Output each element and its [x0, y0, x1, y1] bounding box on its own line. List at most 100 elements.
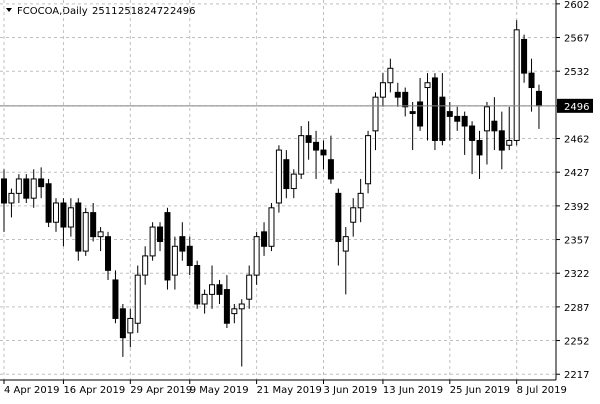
header-value: 2518 [118, 6, 143, 17]
candle-body [223, 289, 230, 324]
candle-body [417, 101, 424, 127]
x-tick-label: 3 Jun 2019 [323, 385, 377, 396]
candle-body [216, 284, 223, 295]
y-tick-label: 2322 [564, 269, 589, 280]
x-tick-label: 8 Jul 2019 [517, 385, 567, 396]
candle-body [238, 303, 245, 310]
candle-body [253, 236, 260, 276]
candle-body [90, 212, 97, 238]
menu-icon[interactable] [6, 8, 12, 12]
x-tick-label: 29 Apr 2019 [130, 385, 192, 396]
candle-body [298, 135, 305, 175]
y-tick-label: 2567 [564, 34, 589, 45]
candle-body [119, 308, 126, 339]
candle-body [261, 231, 268, 247]
candle-body [469, 125, 476, 141]
candle-body [268, 207, 275, 247]
symbol-title: FCOCOA,Daily [17, 6, 88, 17]
candle-body [75, 202, 82, 252]
candle-body [372, 96, 379, 132]
candle-body [105, 236, 112, 271]
x-tick-label: 4 Apr 2019 [4, 385, 59, 396]
candle-body [164, 212, 171, 281]
y-tick-label: 2217 [564, 370, 589, 381]
y-tick-label: 2392 [564, 202, 589, 213]
candle-body [15, 178, 22, 194]
candle-body [67, 207, 74, 228]
candle-body [424, 82, 431, 89]
candle-body [23, 178, 30, 199]
candle-body [171, 245, 178, 276]
candle-body [350, 207, 357, 223]
header-value: 2511 [92, 6, 117, 17]
candle-body [320, 149, 327, 156]
candle-body [461, 115, 468, 127]
candle-body [246, 274, 253, 300]
candle-body [209, 284, 216, 295]
candle-body [8, 192, 15, 204]
candle-body [112, 279, 119, 319]
candle-body [179, 236, 186, 252]
candle-body [283, 159, 290, 190]
y-tick-label: 2427 [564, 168, 589, 179]
candle-body [357, 192, 364, 209]
candle-body [506, 139, 513, 146]
candle-body [194, 265, 201, 305]
candle-body [201, 293, 208, 305]
y-tick-label: 2602 [564, 0, 589, 11]
candle-body [342, 236, 349, 252]
candle-body [476, 139, 483, 156]
x-tick-label: 9 May 2019 [190, 385, 249, 396]
y-tick-label: 2462 [564, 135, 589, 146]
candle-body [394, 91, 401, 98]
candle-body [439, 96, 446, 141]
candle-body [528, 72, 535, 89]
candle-body [483, 106, 490, 132]
candle-body [149, 226, 156, 257]
candle-body [134, 274, 141, 324]
candle-body [513, 29, 520, 141]
candle-body [379, 82, 386, 98]
candle-body [186, 245, 193, 267]
last-price-box [557, 98, 593, 113]
candle-body [127, 317, 134, 334]
candle-body [97, 231, 104, 238]
candle-body [142, 255, 149, 276]
candle-body [313, 141, 320, 151]
candle-body [454, 115, 461, 122]
last-price-label: 2496 [564, 102, 589, 113]
candle-body [275, 149, 282, 204]
candle-body [290, 173, 297, 190]
candle-body [60, 202, 67, 228]
y-tick-label: 2287 [564, 303, 589, 314]
candle-body [402, 91, 409, 108]
candle-body [521, 38, 528, 74]
y-tick-label: 2357 [564, 236, 589, 247]
candle-body [38, 178, 45, 188]
candle-body [409, 111, 416, 115]
candle-body [491, 120, 498, 132]
candle-body [53, 202, 60, 223]
candle-body [498, 130, 505, 151]
x-tick-label: 16 Apr 2019 [63, 385, 125, 396]
candle-body [431, 77, 438, 141]
candle-body [1, 178, 7, 204]
candle-body [30, 178, 37, 199]
candle-body [82, 212, 89, 252]
x-tick-label: 25 Jun 2019 [450, 385, 510, 396]
header-value: 2472 [144, 6, 169, 17]
candle-body [327, 159, 334, 180]
x-tick-label: 21 May 2019 [257, 385, 322, 396]
y-tick-label: 2252 [564, 337, 589, 348]
candle-body [335, 192, 342, 242]
candle-body [45, 183, 52, 223]
candle-body [305, 135, 312, 143]
candle-body [231, 308, 238, 315]
x-tick-label: 13 Jun 2019 [383, 385, 443, 396]
candle-body [365, 135, 372, 185]
header-value: 2496 [170, 6, 195, 17]
y-tick-label: 2532 [564, 67, 589, 78]
candle-body [157, 226, 164, 242]
